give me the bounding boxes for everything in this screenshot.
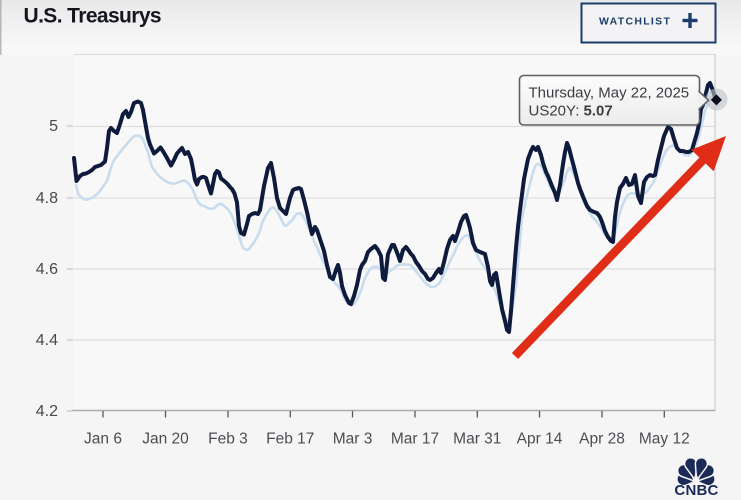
svg-text:Mar 31: Mar 31 <box>453 431 501 448</box>
svg-text:CNBC: CNBC <box>674 482 718 499</box>
svg-text:Jan 20: Jan 20 <box>142 431 189 448</box>
svg-text:US20Y: 5.07: US20Y: 5.07 <box>529 103 613 120</box>
svg-text:Apr 28: Apr 28 <box>579 431 625 448</box>
svg-text:4.8: 4.8 <box>36 190 58 207</box>
svg-text:5: 5 <box>49 118 58 135</box>
svg-text:Mar 3: Mar 3 <box>333 431 373 448</box>
svg-text:May 12: May 12 <box>639 431 690 448</box>
svg-text:Jan 6: Jan 6 <box>84 431 122 448</box>
svg-text:Thursday, May 22, 2025: Thursday, May 22, 2025 <box>529 85 690 102</box>
svg-text:4.6: 4.6 <box>36 261 58 278</box>
svg-text:Apr 14: Apr 14 <box>517 431 563 448</box>
svg-text:WATCHLIST: WATCHLIST <box>599 16 671 28</box>
svg-text:4.2: 4.2 <box>36 403 58 420</box>
svg-text:Feb 3: Feb 3 <box>208 431 248 448</box>
svg-text:Feb 17: Feb 17 <box>266 431 314 448</box>
svg-text:U.S. Treasurys: U.S. Treasurys <box>24 5 162 28</box>
svg-text:4.4: 4.4 <box>36 332 58 349</box>
svg-text:Mar 17: Mar 17 <box>391 431 439 448</box>
